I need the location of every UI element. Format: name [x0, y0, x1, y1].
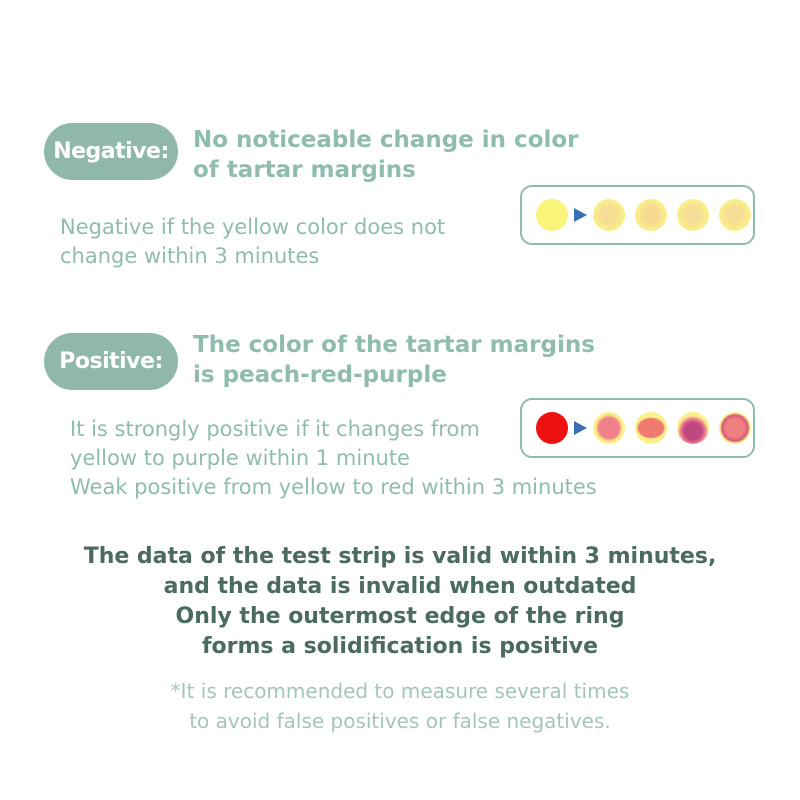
- swatch-result: [719, 199, 751, 231]
- negative-badge: Negative:: [44, 123, 178, 180]
- negative-heading-line: No noticeable change in color: [193, 127, 579, 153]
- positive-heading-line: is peach-red-purple: [193, 362, 447, 388]
- positive-description: It is strongly positive if it changes fr…: [70, 415, 597, 502]
- note-line: *It is recommended to measure several ti…: [170, 679, 630, 703]
- positive-description-line: Weak positive from yellow to red within …: [70, 475, 597, 499]
- validity-statement: The data of the test strip is valid with…: [0, 542, 800, 662]
- negative-heading: No noticeable change in color of tartar …: [193, 125, 579, 185]
- note-line: to avoid false positives or false negati…: [189, 709, 611, 733]
- positive-swatch-panel: [520, 398, 755, 458]
- swatch-result: [719, 412, 751, 444]
- swatch-start: [536, 199, 568, 231]
- swatch-result: [677, 412, 709, 444]
- positive-badge: Positive:: [44, 333, 178, 390]
- positive-description-line: It is strongly positive if it changes fr…: [70, 417, 480, 441]
- negative-description-line: change within 3 minutes: [60, 244, 320, 268]
- swatch-result: [635, 199, 667, 231]
- swatch-result: [593, 199, 625, 231]
- negative-heading-line: of tartar margins: [193, 157, 416, 183]
- positive-heading: The color of the tartar margins is peach…: [193, 330, 595, 390]
- swatch-result: [635, 412, 667, 444]
- arrow-right-icon: [574, 208, 587, 222]
- negative-description-line: Negative if the yellow color does not: [60, 215, 446, 239]
- arrow-right-icon: [574, 421, 587, 435]
- swatch-start: [536, 412, 568, 444]
- negative-description: Negative if the yellow color does not ch…: [60, 213, 445, 271]
- swatch-result: [677, 199, 709, 231]
- negative-swatch-panel: [520, 185, 755, 245]
- validity-line: and the data is invalid when outdated: [163, 574, 637, 599]
- positive-description-line: yellow to purple within 1 minute: [70, 446, 410, 470]
- recommendation-note: *It is recommended to measure several ti…: [0, 676, 800, 736]
- validity-line: forms a solidification is positive: [201, 634, 599, 659]
- positive-heading-line: The color of the tartar margins: [193, 332, 595, 358]
- swatch-result: [593, 412, 625, 444]
- validity-line: The data of the test strip is valid with…: [83, 544, 717, 569]
- validity-line: Only the outermost edge of the ring: [175, 604, 625, 629]
